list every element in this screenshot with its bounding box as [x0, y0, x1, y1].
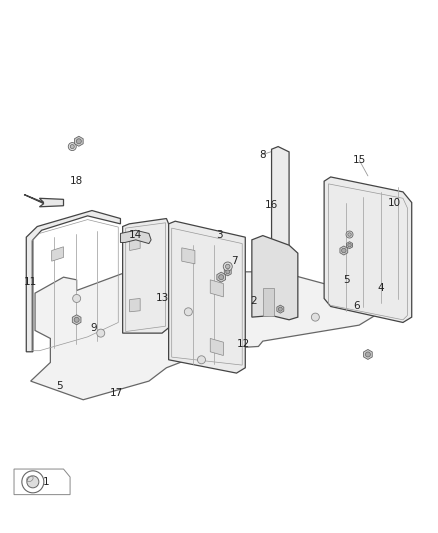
- Circle shape: [226, 264, 230, 269]
- Polygon shape: [340, 246, 348, 255]
- Circle shape: [184, 308, 192, 316]
- Text: 16: 16: [265, 200, 278, 210]
- Circle shape: [226, 270, 230, 274]
- Polygon shape: [272, 147, 289, 276]
- Polygon shape: [346, 241, 353, 249]
- Text: 9: 9: [91, 323, 98, 333]
- Circle shape: [278, 307, 283, 311]
- Text: 13: 13: [155, 294, 169, 303]
- Polygon shape: [130, 237, 140, 251]
- Text: 1: 1: [42, 478, 49, 487]
- Circle shape: [365, 352, 371, 357]
- Polygon shape: [182, 248, 195, 264]
- Text: 5: 5: [56, 382, 63, 391]
- Text: 11: 11: [24, 278, 37, 287]
- Circle shape: [70, 144, 74, 149]
- Polygon shape: [52, 247, 64, 261]
- Polygon shape: [252, 236, 298, 320]
- Text: 14: 14: [129, 230, 142, 239]
- Text: 15: 15: [353, 155, 366, 165]
- Polygon shape: [277, 305, 284, 313]
- Polygon shape: [123, 219, 169, 333]
- Circle shape: [27, 476, 39, 488]
- Circle shape: [97, 329, 105, 337]
- Text: 17: 17: [110, 389, 123, 398]
- Circle shape: [311, 313, 319, 321]
- Circle shape: [346, 231, 353, 238]
- Circle shape: [348, 244, 351, 247]
- Circle shape: [342, 248, 346, 253]
- Polygon shape: [72, 315, 81, 325]
- Text: 8: 8: [259, 150, 266, 159]
- Text: 4: 4: [378, 283, 385, 293]
- Circle shape: [223, 262, 232, 271]
- Text: 10: 10: [388, 198, 401, 207]
- Text: 5: 5: [343, 275, 350, 285]
- Circle shape: [348, 233, 351, 236]
- Circle shape: [219, 274, 224, 280]
- Polygon shape: [31, 272, 381, 400]
- Text: 3: 3: [215, 230, 223, 239]
- Circle shape: [74, 317, 79, 322]
- Text: 7: 7: [231, 256, 238, 266]
- Polygon shape: [263, 288, 274, 316]
- Polygon shape: [324, 177, 412, 322]
- Polygon shape: [224, 268, 231, 276]
- Text: 2: 2: [251, 296, 258, 306]
- Polygon shape: [217, 272, 226, 282]
- Polygon shape: [24, 195, 64, 207]
- Polygon shape: [130, 298, 140, 312]
- Text: 18: 18: [70, 176, 83, 186]
- Polygon shape: [120, 230, 151, 244]
- Polygon shape: [74, 136, 83, 146]
- Polygon shape: [210, 338, 223, 356]
- Text: 6: 6: [353, 302, 360, 311]
- Text: 12: 12: [237, 339, 250, 349]
- Polygon shape: [364, 350, 372, 359]
- Polygon shape: [26, 211, 120, 352]
- Polygon shape: [169, 221, 245, 373]
- Circle shape: [73, 294, 81, 303]
- Polygon shape: [210, 280, 223, 297]
- Circle shape: [198, 356, 205, 364]
- Circle shape: [68, 142, 76, 151]
- Circle shape: [76, 139, 81, 144]
